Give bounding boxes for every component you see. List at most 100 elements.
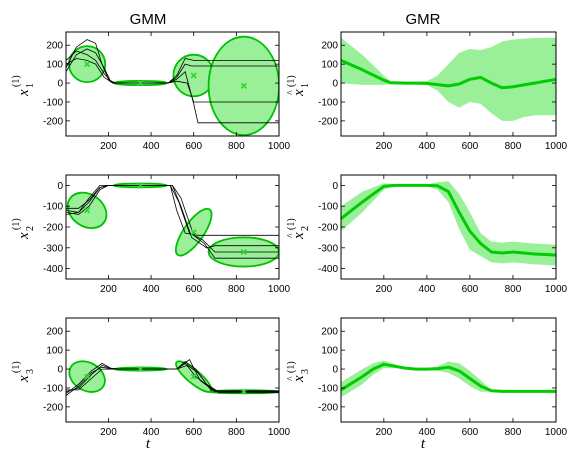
x-tick-label: 1000 (268, 141, 291, 152)
y-tick-label: -200 (43, 402, 63, 413)
x-tick-label: 200 (375, 141, 392, 152)
y-tick-label: 100 (321, 346, 338, 357)
gaussian-center-2 (137, 182, 144, 189)
x-tick-label: 600 (185, 141, 202, 152)
y-label-superscript: (1) (11, 218, 22, 230)
y-label-subscript: 1 (25, 83, 36, 88)
y-label-symbol: x (291, 89, 307, 97)
regression-mean-line (341, 362, 556, 393)
x-tick-label: 400 (419, 141, 436, 152)
axes-frame (340, 31, 557, 137)
gaussian-center-1 (83, 373, 91, 380)
y-label-subscript: 2 (300, 226, 311, 231)
y-tick-label: -300 (43, 243, 63, 254)
column-title-gmm: GMM (130, 11, 167, 28)
y-tick-label: 0 (332, 79, 338, 90)
y-axis-label: x3(1) (11, 361, 36, 383)
x-tick-label: 1000 (545, 284, 568, 295)
x-tick-label: 800 (505, 427, 522, 438)
y-tick-label: -200 (318, 116, 338, 127)
y-tick-label: 0 (332, 181, 338, 192)
x-tick-label: 600 (462, 284, 479, 295)
x-tick-label: 200 (100, 427, 117, 438)
x-tick-label: 600 (462, 427, 479, 438)
y-label-symbol: x (16, 232, 32, 240)
y-tick-label: 0 (57, 181, 63, 192)
x-tick-label: 800 (505, 284, 522, 295)
y-tick-label: -100 (43, 202, 63, 213)
x-tick-label: 400 (143, 141, 160, 152)
y-label-symbol: x (291, 375, 307, 383)
gaussian-center-3 (190, 373, 197, 380)
xlabel-gmr: t (421, 436, 426, 452)
demonstration-trace-4 (66, 185, 279, 249)
gaussian-center-4 (240, 82, 247, 90)
plot-area (66, 358, 279, 396)
xlabel-gmm: t (146, 436, 151, 452)
y-tick-label: 0 (57, 79, 63, 90)
axes-frame (340, 317, 557, 423)
x-tick-label: 400 (143, 427, 160, 438)
y-label-superscript: (1) (286, 361, 297, 373)
y-tick-label: 100 (321, 60, 338, 71)
panel-gmm-x1: 200 400 600 800 1000 -200 -100 0 100 200 x1(1) (11, 31, 291, 152)
y-tick-label: -100 (318, 202, 338, 213)
x-tick-label: 800 (228, 427, 245, 438)
panel-gmm-x3: 200 400 600 800 1000 -200 -100 0 100 200 x3(1) (11, 317, 291, 438)
x-tick-label: 200 (375, 427, 392, 438)
y-axis-label: x2(1) ^ (286, 218, 311, 240)
y-axis-label: x3(1) ^ (286, 361, 311, 383)
y-label-symbol: x (16, 375, 32, 383)
confidence-band (341, 181, 556, 266)
y-tick-label: -200 (318, 402, 338, 413)
gaussian-center-1 (83, 207, 91, 214)
panel-gmr-x3: 200 400 600 800 1000 -200 -100 0 100 200 x3(1) ^ (286, 317, 568, 438)
y-axis-label: x1(1) (11, 75, 36, 97)
x-tick-label: 400 (143, 284, 160, 295)
plot-area (341, 181, 556, 266)
y-tick-label: -100 (43, 97, 63, 108)
plot-area (66, 35, 279, 136)
regression-mean-line (341, 59, 556, 90)
gaussian-center-2 (137, 365, 144, 373)
x-tick-label: 600 (185, 427, 202, 438)
x-tick-label: 800 (228, 141, 245, 152)
y-axis-label: x2(1) (11, 218, 36, 240)
y-tick-label: 0 (332, 365, 338, 376)
regression-mean-line (341, 183, 556, 257)
column-title-gmr: GMR (406, 11, 441, 28)
y-tick-label: -100 (318, 97, 338, 108)
x-tick-label: 1000 (545, 141, 568, 152)
y-label-superscript: (1) (286, 218, 297, 230)
y-tick-label: 200 (46, 41, 63, 52)
y-tick-label: 100 (46, 60, 63, 71)
x-tick-label: 400 (419, 427, 436, 438)
axes-frame (65, 31, 280, 137)
y-label-superscript: (1) (11, 75, 22, 87)
x-tick-label: 1000 (268, 427, 291, 438)
x-tick-label: 400 (419, 284, 436, 295)
y-tick-label: 200 (321, 327, 338, 338)
x-tick-label: 200 (375, 284, 392, 295)
y-tick-label: -200 (318, 223, 338, 234)
plot-area (341, 360, 556, 398)
y-tick-label: -200 (43, 116, 63, 127)
y-label-symbol: x (16, 89, 32, 97)
x-tick-label: 200 (100, 284, 117, 295)
panel-gmm-x2: 200 400 600 800 1000 -400 -300 -200 -100 0 x2(1) (11, 174, 291, 295)
gaussian-center-4 (240, 248, 247, 256)
x-tick-label: 800 (505, 141, 522, 152)
plot-area (66, 182, 279, 268)
y-tick-label: -100 (318, 383, 338, 394)
y-label-subscript: 2 (25, 226, 36, 231)
y-tick-label: 200 (46, 327, 63, 338)
y-label-superscript: (1) (11, 361, 22, 373)
y-label-subscript: 3 (25, 369, 36, 374)
gaussian-center-3 (190, 72, 197, 79)
demonstration-trace-3 (66, 185, 279, 236)
y-label-hat: ^ (286, 90, 297, 95)
y-tick-label: -400 (43, 264, 63, 275)
y-label-symbol: x (291, 232, 307, 240)
demonstration-trace-4 (66, 58, 279, 103)
